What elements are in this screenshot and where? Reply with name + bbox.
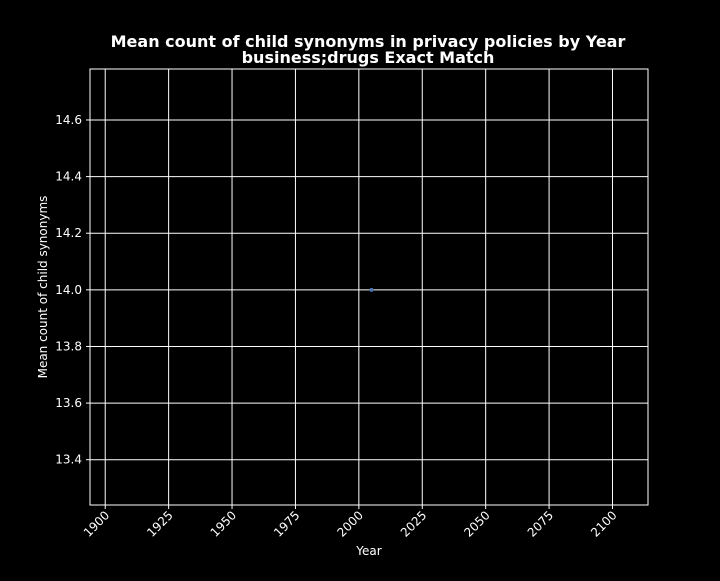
y-tick-label: 14.2 <box>55 226 82 240</box>
y-tick-label: 13.4 <box>55 453 82 467</box>
x-axis-label: Year <box>355 544 381 558</box>
y-tick-label: 13.8 <box>55 339 82 353</box>
y-tick-label: 14.0 <box>55 283 82 297</box>
x-tick-label: 2075 <box>525 508 556 539</box>
gridlines <box>90 69 648 505</box>
y-axis-label: Mean count of child synonyms <box>36 196 50 379</box>
x-tick-label: 2100 <box>588 508 619 539</box>
x-tick-label: 2000 <box>334 508 365 539</box>
y-axis-ticks: 13.4 13.6 13.8 14.0 14.2 14.4 14.6 <box>55 113 90 467</box>
x-tick-label: 1950 <box>208 508 239 539</box>
y-tick-label: 14.6 <box>55 113 82 127</box>
chart-subtitle: business;drugs Exact Match <box>242 48 495 67</box>
x-tick-label: 2025 <box>398 508 429 539</box>
x-axis-ticks: 1900 1925 1950 1975 2000 2025 2050 2075 2100 <box>81 505 620 540</box>
data-points <box>369 287 374 292</box>
chart-title: Mean count of child synonyms in privacy … <box>111 32 626 51</box>
x-tick-label: 1975 <box>271 508 302 539</box>
y-tick-label: 13.6 <box>55 396 82 410</box>
plot-frame <box>89 68 649 506</box>
data-point <box>369 287 374 292</box>
y-tick-label: 14.4 <box>55 170 82 184</box>
x-tick-label: 1925 <box>144 508 175 539</box>
x-tick-label: 2050 <box>461 508 492 539</box>
x-tick-label: 1900 <box>81 508 112 539</box>
